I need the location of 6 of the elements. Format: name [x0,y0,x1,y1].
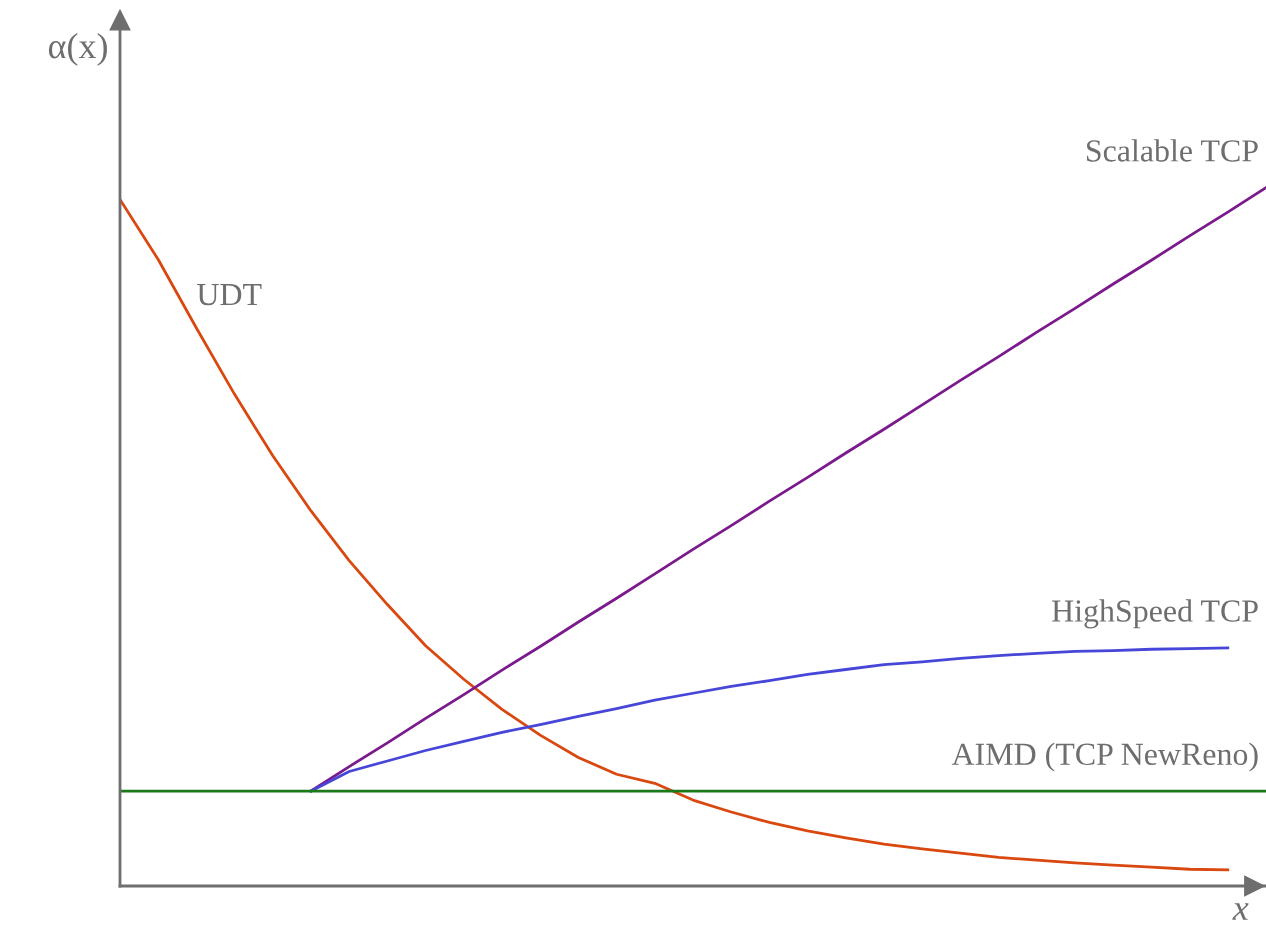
series-label: Scalable TCP [1086,139,1258,162]
series-label: AIMD (TCP NewReno) [951,742,1258,772]
series-label: HighSpeed TCP [1052,599,1258,629]
y-axis-title: α(x) [48,32,107,66]
series-label: UDT [197,284,262,306]
x-axis-title: x [1232,903,1249,920]
